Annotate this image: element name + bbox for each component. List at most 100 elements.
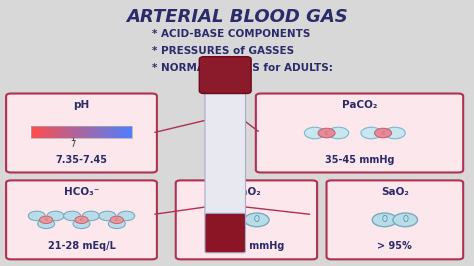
- Bar: [108, 126, 109, 138]
- Bar: [93, 126, 94, 138]
- Bar: [65, 126, 66, 138]
- Bar: [128, 126, 129, 138]
- Bar: [80, 126, 81, 138]
- Circle shape: [109, 219, 125, 228]
- Bar: [112, 126, 113, 138]
- Circle shape: [118, 211, 135, 221]
- Circle shape: [245, 213, 269, 227]
- Bar: [130, 126, 131, 138]
- Bar: [38, 126, 39, 138]
- Bar: [44, 126, 45, 138]
- Circle shape: [361, 127, 382, 139]
- Text: 21-28 mEq/L: 21-28 mEq/L: [47, 242, 116, 251]
- Bar: [32, 126, 33, 138]
- Text: pH: pH: [73, 100, 90, 110]
- Bar: [40, 126, 41, 138]
- Text: SaO₂: SaO₂: [381, 187, 409, 197]
- Circle shape: [28, 211, 45, 221]
- Text: HCO₃⁻: HCO₃⁻: [64, 187, 99, 197]
- Bar: [53, 126, 54, 138]
- Bar: [86, 126, 87, 138]
- FancyBboxPatch shape: [6, 94, 157, 172]
- Bar: [90, 126, 91, 138]
- Bar: [102, 126, 103, 138]
- Bar: [109, 126, 110, 138]
- Text: PaCO₂: PaCO₂: [342, 100, 377, 110]
- Text: 7: 7: [71, 140, 76, 149]
- Bar: [131, 126, 132, 138]
- Bar: [57, 126, 58, 138]
- Text: O: O: [233, 215, 239, 224]
- Circle shape: [73, 219, 90, 228]
- Bar: [46, 126, 47, 138]
- Bar: [45, 126, 46, 138]
- FancyBboxPatch shape: [6, 180, 157, 259]
- Circle shape: [99, 211, 116, 221]
- Bar: [41, 126, 42, 138]
- Bar: [36, 126, 38, 138]
- Text: 7.35-7.45: 7.35-7.45: [55, 155, 108, 165]
- Bar: [113, 126, 114, 138]
- Bar: [111, 126, 112, 138]
- Text: c: c: [80, 217, 83, 222]
- Bar: [71, 126, 73, 138]
- Circle shape: [372, 213, 397, 227]
- Bar: [99, 126, 100, 138]
- Bar: [123, 126, 124, 138]
- Bar: [82, 126, 83, 138]
- Text: * ACID-BASE COMPONENTS: * ACID-BASE COMPONENTS: [152, 29, 310, 39]
- Bar: [117, 126, 118, 138]
- Bar: [68, 126, 69, 138]
- Bar: [81, 126, 82, 138]
- Bar: [31, 126, 132, 138]
- Bar: [66, 126, 67, 138]
- Bar: [33, 126, 34, 138]
- Bar: [77, 126, 78, 138]
- Bar: [50, 126, 51, 138]
- Bar: [69, 126, 70, 138]
- Bar: [74, 126, 75, 138]
- Bar: [121, 126, 122, 138]
- Bar: [104, 126, 105, 138]
- Bar: [101, 126, 102, 138]
- FancyBboxPatch shape: [256, 94, 463, 172]
- Bar: [118, 126, 119, 138]
- Circle shape: [304, 127, 325, 139]
- FancyBboxPatch shape: [205, 213, 246, 253]
- Bar: [55, 126, 56, 138]
- Text: * PRESSURES of GASSES: * PRESSURES of GASSES: [152, 46, 294, 56]
- Text: c: c: [325, 130, 328, 136]
- Bar: [42, 126, 43, 138]
- Text: O: O: [402, 215, 408, 224]
- Bar: [75, 126, 76, 138]
- Bar: [119, 126, 120, 138]
- Bar: [47, 126, 48, 138]
- Bar: [64, 126, 65, 138]
- Bar: [59, 126, 60, 138]
- Bar: [94, 126, 95, 138]
- Bar: [125, 126, 126, 138]
- Bar: [70, 126, 71, 138]
- Bar: [97, 126, 98, 138]
- Bar: [96, 126, 97, 138]
- Text: 35-45 mmHg: 35-45 mmHg: [325, 155, 394, 165]
- FancyBboxPatch shape: [199, 57, 251, 94]
- Text: c: c: [45, 217, 48, 222]
- Text: O: O: [254, 215, 260, 224]
- Bar: [84, 126, 86, 138]
- Bar: [58, 126, 59, 138]
- Text: ARTERIAL BLOOD GAS: ARTERIAL BLOOD GAS: [126, 8, 348, 26]
- Circle shape: [37, 219, 55, 228]
- Bar: [52, 126, 53, 138]
- Circle shape: [328, 127, 349, 139]
- Bar: [110, 126, 111, 138]
- Circle shape: [39, 216, 53, 223]
- Bar: [73, 126, 74, 138]
- FancyBboxPatch shape: [327, 180, 463, 259]
- Bar: [39, 126, 40, 138]
- Text: c: c: [381, 130, 385, 136]
- Circle shape: [224, 213, 248, 227]
- Bar: [106, 126, 107, 138]
- Bar: [56, 126, 57, 138]
- Circle shape: [75, 216, 88, 223]
